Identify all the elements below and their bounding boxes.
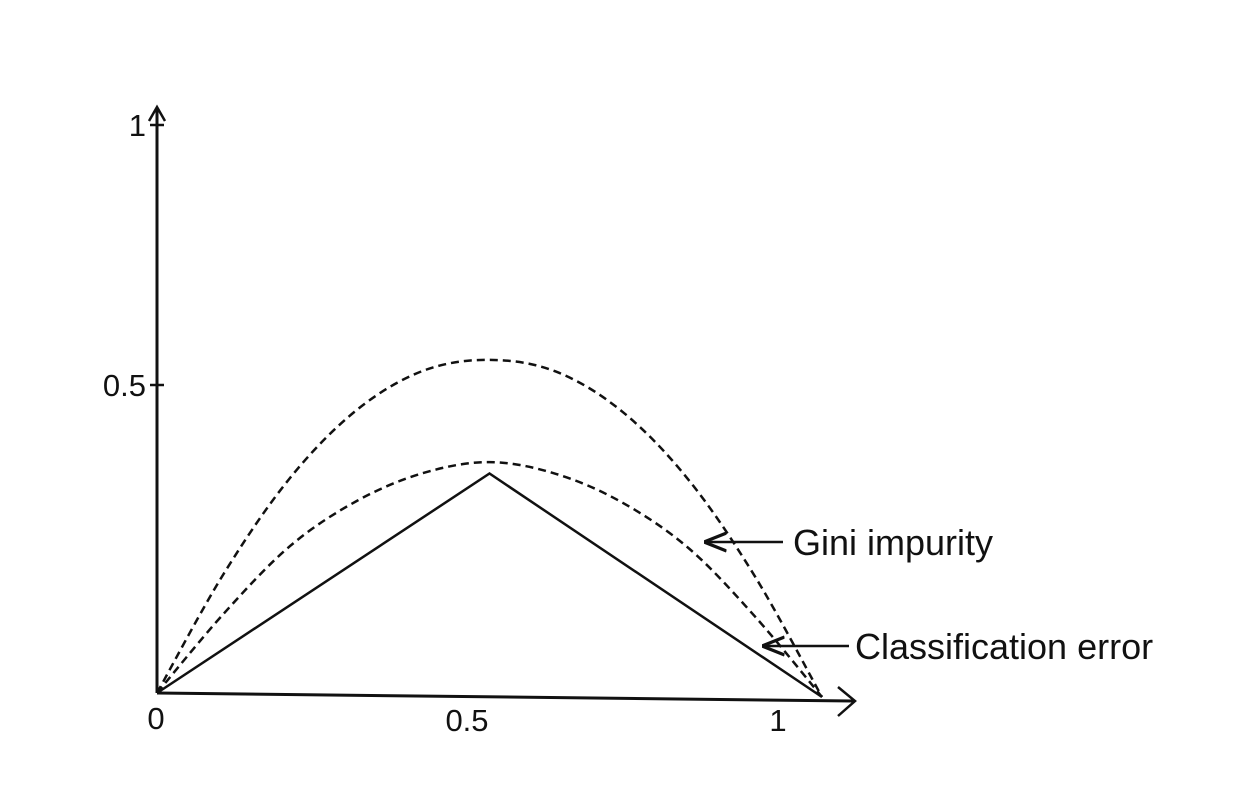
classification-error-annotation: Classification error [855,626,1153,667]
y-tick-label-0.5: 0.5 [103,368,146,403]
x-tick-label-0.5: 0.5 [445,703,488,738]
x-tick-label-1: 1 [769,703,786,738]
gini-impurity-annotation: Gini impurity [793,522,993,563]
x-tick-label-0: 0 [147,701,164,736]
series-line-outer-dashed [155,358,824,698]
y-axis-arrow-icon [147,104,167,122]
series-line-gini-impurity [156,460,823,698]
y-tick-label-1: 1 [129,108,146,143]
x-axis-line [156,691,854,703]
series-line-classification-error [156,471,823,699]
x-axis-arrow-icon [837,686,857,717]
